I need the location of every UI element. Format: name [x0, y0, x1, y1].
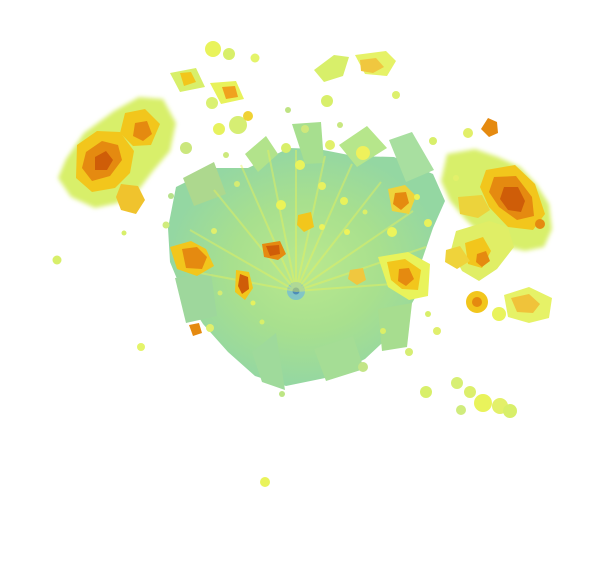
east-storm-band [429, 118, 552, 323]
